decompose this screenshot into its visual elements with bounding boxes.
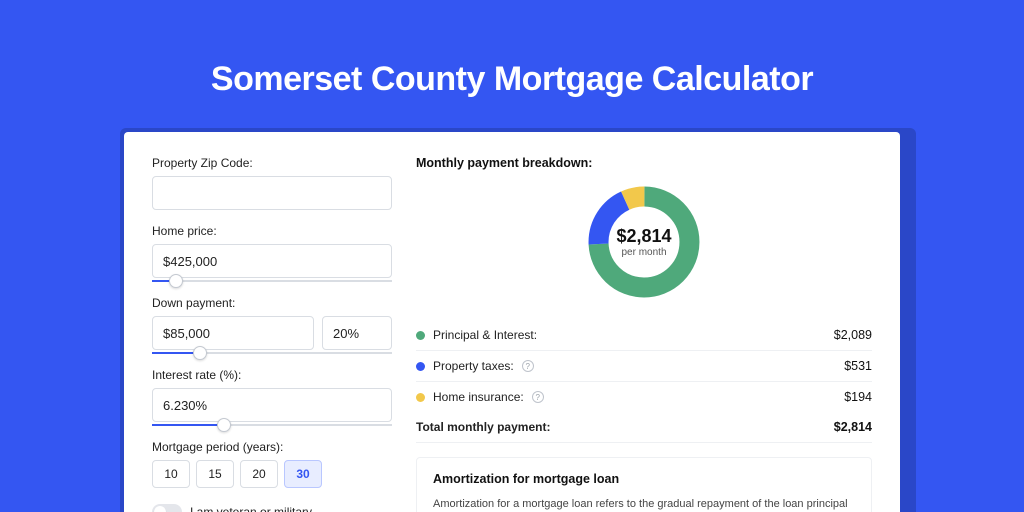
veteran-toggle-knob (154, 506, 166, 512)
page-background: Somerset County Mortgage Calculator Prop… (0, 0, 1024, 512)
field-interest-rate: Interest rate (%): (152, 368, 392, 426)
info-icon[interactable]: ? (532, 391, 544, 403)
legend-row: Home insurance:? $194 (416, 382, 872, 412)
legend-label: Home insurance: (433, 390, 524, 404)
legend-value: $194 (844, 390, 872, 404)
veteran-toggle[interactable] (152, 504, 182, 512)
amortization-text: Amortization for a mortgage loan refers … (433, 496, 855, 512)
breakdown-title: Monthly payment breakdown: (416, 156, 872, 170)
home-price-label: Home price: (152, 224, 392, 238)
zip-input[interactable] (152, 176, 392, 210)
period-options: 10152030 (152, 460, 392, 488)
legend-value: $531 (844, 359, 872, 373)
interest-rate-input[interactable] (152, 388, 392, 422)
legend-label: Property taxes: (433, 359, 514, 373)
down-payment-slider-thumb[interactable] (193, 346, 207, 360)
donut-container: $2,814 per month (416, 182, 872, 302)
interest-rate-label: Interest rate (%): (152, 368, 392, 382)
legend-value: $2,089 (834, 328, 872, 342)
period-option-30[interactable]: 30 (284, 460, 322, 488)
payment-donut-chart: $2,814 per month (584, 182, 704, 302)
form-column: Property Zip Code: Home price: Down paym… (152, 156, 392, 512)
calculator-card: Property Zip Code: Home price: Down paym… (124, 132, 900, 512)
legend-total-value: $2,814 (834, 420, 872, 434)
field-mortgage-period: Mortgage period (years): 10152030 (152, 440, 392, 488)
legend-row: Property taxes:? $531 (416, 351, 872, 382)
down-payment-label: Down payment: (152, 296, 392, 310)
field-down-payment: Down payment: (152, 296, 392, 354)
legend-dot (416, 331, 425, 340)
veteran-label: I am veteran or military (190, 505, 312, 512)
period-option-15[interactable]: 15 (196, 460, 234, 488)
page-title: Somerset County Mortgage Calculator (0, 60, 1024, 99)
down-payment-slider[interactable] (152, 352, 392, 354)
legend-dot (416, 362, 425, 371)
info-icon[interactable]: ? (522, 360, 534, 372)
home-price-slider[interactable] (152, 280, 392, 282)
legend-label: Principal & Interest: (433, 328, 537, 342)
field-zip: Property Zip Code: (152, 156, 392, 210)
legend-row: Principal & Interest: $2,089 (416, 320, 872, 351)
home-price-slider-thumb[interactable] (169, 274, 183, 288)
breakdown-column: Monthly payment breakdown: $2,814 per mo… (416, 156, 872, 512)
interest-rate-slider[interactable] (152, 424, 392, 426)
donut-sub: per month (621, 247, 666, 258)
period-option-10[interactable]: 10 (152, 460, 190, 488)
amortization-title: Amortization for mortgage loan (433, 472, 855, 486)
legend-total-label: Total monthly payment: (416, 420, 550, 434)
legend-dot (416, 393, 425, 402)
field-veteran: I am veteran or military (152, 504, 392, 512)
amortization-box: Amortization for mortgage loan Amortizat… (416, 457, 872, 512)
mortgage-period-label: Mortgage period (years): (152, 440, 392, 454)
period-option-20[interactable]: 20 (240, 460, 278, 488)
interest-rate-slider-thumb[interactable] (217, 418, 231, 432)
down-payment-input[interactable] (152, 316, 314, 350)
donut-center: $2,814 per month (584, 182, 704, 302)
legend-total-row: Total monthly payment: $2,814 (416, 412, 872, 443)
interest-rate-slider-fill (152, 424, 224, 426)
legend-list: Principal & Interest: $2,089 Property taxe… (416, 320, 872, 412)
down-payment-pct-input[interactable] (322, 316, 392, 350)
donut-amount: $2,814 (616, 226, 671, 247)
field-home-price: Home price: (152, 224, 392, 282)
zip-label: Property Zip Code: (152, 156, 392, 170)
home-price-input[interactable] (152, 244, 392, 278)
